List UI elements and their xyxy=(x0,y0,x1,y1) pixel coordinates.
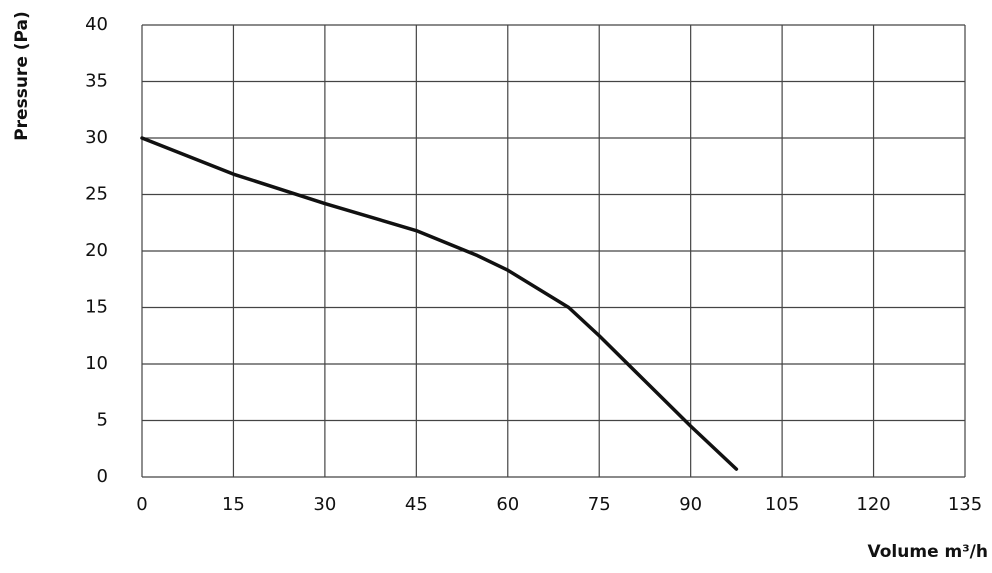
y-tick-label: 15 xyxy=(85,297,108,318)
x-tick-label: 75 xyxy=(588,494,611,515)
x-tick-label: 30 xyxy=(313,494,336,515)
y-tick-label: 35 xyxy=(85,71,108,92)
x-tick-label: 135 xyxy=(948,494,982,515)
y-tick-label: 0 xyxy=(97,466,108,487)
y-tick-label: 25 xyxy=(85,184,108,205)
x-tick-label: 45 xyxy=(405,494,428,515)
y-axis-title: Pressure (Pa) xyxy=(12,11,32,141)
x-axis-title: Volume m³/h xyxy=(868,542,988,562)
y-tick-label: 5 xyxy=(97,410,108,431)
x-tick-label: 0 xyxy=(136,494,147,515)
x-tick-label: 15 xyxy=(222,494,245,515)
y-tick-label: 10 xyxy=(85,353,108,374)
y-tick-label: 20 xyxy=(85,240,108,261)
x-tick-label: 120 xyxy=(856,494,890,515)
y-tick-label: 30 xyxy=(85,127,108,148)
x-tick-label: 60 xyxy=(496,494,519,515)
data-line xyxy=(140,136,739,471)
x-tick-label: 105 xyxy=(765,494,799,515)
y-tick-label: 40 xyxy=(85,14,108,35)
x-tick-label: 90 xyxy=(679,494,702,515)
